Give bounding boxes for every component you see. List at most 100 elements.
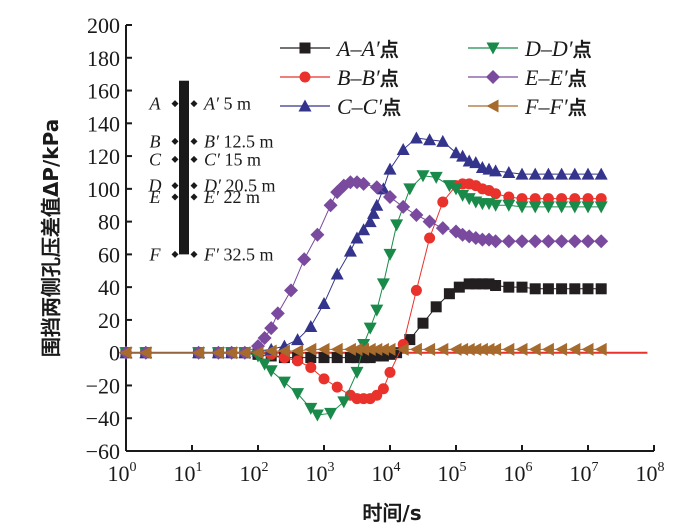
inset-point-right: E′ 22 m [203,187,260,207]
data-point [310,227,325,242]
data-point [363,215,377,228]
data-point [330,267,344,280]
y-tick-label: 120 [87,144,120,169]
inset-row: A A′ 5 m [149,94,251,114]
legend-item: D–D′点 [468,36,592,61]
data-point [528,201,542,214]
data-point [436,342,449,356]
data-point [462,193,476,206]
data-point [555,167,569,180]
inset-depth: 5 m [223,94,251,114]
data-point [516,281,528,293]
data-point [363,322,377,335]
plot-area [119,131,609,422]
data-point [594,342,607,356]
data-point [502,165,516,178]
data-point [568,342,581,356]
legend-marker [298,99,312,112]
data-point [337,396,351,409]
data-point [318,352,330,364]
inset-marker-right [190,193,198,201]
inset-point-left: E [149,187,161,207]
data-point [376,278,390,291]
inset-row: C C′ 15 m [149,149,261,169]
data-point [370,342,383,356]
data-point [324,407,338,420]
inset-marker-right [190,250,198,258]
legend-item: E–E′点 [468,65,587,90]
data-point [225,346,238,360]
y-tick-label: 200 [87,13,120,38]
y-tick-label: 60 [98,242,120,267]
data-point [542,283,554,295]
inset-row: F F′ 32.5 m [149,244,274,264]
data-point [367,206,380,219]
data-point [409,342,422,356]
inset-depth: 12.5 m [223,131,273,151]
data-point [475,342,488,356]
data-point [370,304,384,317]
y-tick-label: 0 [109,341,120,366]
legend-marker [486,42,500,55]
inset-point-right: A′ 5 m [203,94,251,114]
x-tick-exponent: 5 [460,460,467,475]
data-point [291,344,304,358]
inset-point-right: B′ 12.5 m [204,131,273,151]
data-point [430,301,442,313]
inset-point-right: F′ 32.5 m [203,244,273,264]
data-point [404,334,416,346]
inset-row: D D′ 20.5 m [148,176,276,196]
data-point [462,342,475,356]
data-point [383,342,396,356]
data-point [488,234,503,249]
series-d-group [119,170,608,422]
data-point [515,167,529,180]
data-point [594,201,608,214]
inset-marker-left [171,100,179,108]
data-point [529,283,541,295]
data-point [423,133,437,146]
y-tick-label: 140 [87,111,120,136]
data-point [490,188,502,200]
data-point [436,134,450,147]
inset-row: B B′ 12.5 m [150,131,274,151]
data-point [343,342,356,356]
x-tick-exponent: 2 [262,460,269,475]
y-tick-label: −20 [86,373,120,398]
data-point [423,342,436,356]
inset-marker-right [190,155,198,163]
data-point [582,283,594,295]
legend-marker [299,42,311,54]
data-point [119,346,132,360]
data-point [277,376,291,389]
data-point [284,283,298,298]
data-point [317,297,331,310]
data-point [383,248,397,261]
x-tick-exponent: 6 [526,460,533,475]
data-point [556,283,568,295]
data-point [416,170,430,183]
data-point [470,278,482,290]
data-point [291,388,305,401]
y-tick-label: 20 [98,308,120,333]
data-point [541,342,554,356]
data-point [376,182,390,195]
y-tick-label: 100 [87,177,120,202]
data-point [409,208,424,223]
data-point [330,342,343,356]
data-point [310,409,324,422]
legend-item: F–F′点 [468,94,587,119]
data-point [502,342,515,356]
data-point [429,171,443,184]
x-tick-label: 107 [570,460,599,486]
x-tick-label: 104 [372,460,401,486]
data-point [555,201,569,214]
x-tick-exponent: 7 [592,460,599,475]
data-point [351,352,363,364]
data-point [568,167,582,180]
x-tick-label: 106 [504,460,533,486]
y-tick-label: 180 [87,46,120,71]
data-point [581,167,595,180]
data-point [292,355,304,367]
